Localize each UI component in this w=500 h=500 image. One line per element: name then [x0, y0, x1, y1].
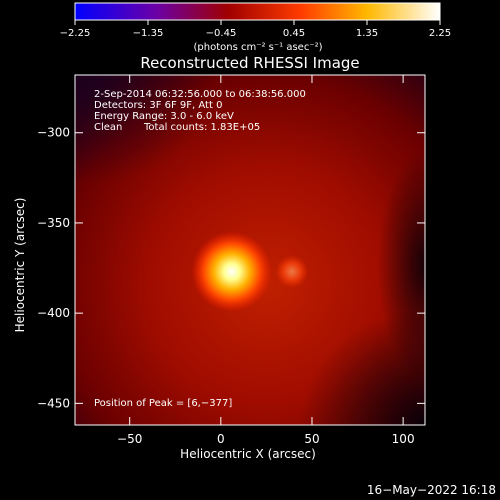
chart-title: Reconstructed RHESSI Image	[140, 54, 359, 72]
annotation-time-range: 2-Sep-2014 06:32:56.000 to 06:38:56.000	[94, 89, 306, 100]
annotation-detectors: Detectors: 3F 6F 9F, Att 0	[94, 100, 222, 111]
x-tick-label: −50	[117, 432, 142, 446]
secondary-source	[275, 255, 309, 289]
colorbar-tick-label: −2.25	[60, 28, 91, 39]
y-tick-label: −350	[37, 216, 70, 230]
image-shadow-se	[300, 310, 425, 425]
y-tick-label: −450	[37, 396, 70, 410]
primary-source	[191, 231, 272, 312]
y-tick-label: −400	[37, 306, 70, 320]
x-axis-ticks: −50 0 50 100	[117, 75, 415, 446]
x-tick-label: 50	[304, 432, 319, 446]
image-panel	[75, 75, 425, 425]
annotation-energy-range: Energy Range: 3.0 - 6.0 keV	[94, 111, 234, 122]
colorbar-gradient	[74, 2, 441, 21]
footer-timestamp: 16−May−2022 16:18	[367, 483, 496, 497]
y-axis-ticks: −300 −350 −400 −450	[37, 126, 425, 410]
colorbar-tick-label: −0.45	[206, 28, 237, 39]
colorbar-tick-label: 1.35	[356, 28, 378, 39]
colorbar-tick-label: 0.45	[283, 28, 305, 39]
colorbar-tick-label: −1.35	[133, 28, 164, 39]
y-axis-label: Heliocentric Y (arcsec)	[13, 198, 27, 333]
image-frame	[74, 74, 426, 426]
colorbar-tick-label: 2.25	[429, 28, 451, 39]
x-tick-label: 100	[392, 432, 415, 446]
y-tick-label: −300	[37, 126, 70, 140]
image-shadow-nw	[75, 75, 215, 185]
annotations: 2-Sep-2014 06:32:56.000 to 06:38:56.000 …	[94, 89, 306, 409]
colorbar-unit-label: (photons cm⁻² s⁻¹ asec⁻²)	[193, 42, 322, 53]
annotation-peak-position: Position of Peak = [6,−377]	[94, 398, 232, 409]
x-axis-label: Heliocentric X (arcsec)	[180, 447, 316, 461]
x-tick-label: 0	[217, 432, 225, 446]
colorbar-ticks: −2.25 −1.35 −0.45 0.45 1.35 2.25	[60, 20, 451, 39]
colorbar: −2.25 −1.35 −0.45 0.45 1.35 2.25 (photons cm⁻…	[60, 2, 451, 53]
sources	[191, 231, 309, 312]
annotation-algorithm: Clean	[94, 122, 122, 133]
annotation-total-counts: Total counts: 1.83E+05	[143, 122, 260, 133]
